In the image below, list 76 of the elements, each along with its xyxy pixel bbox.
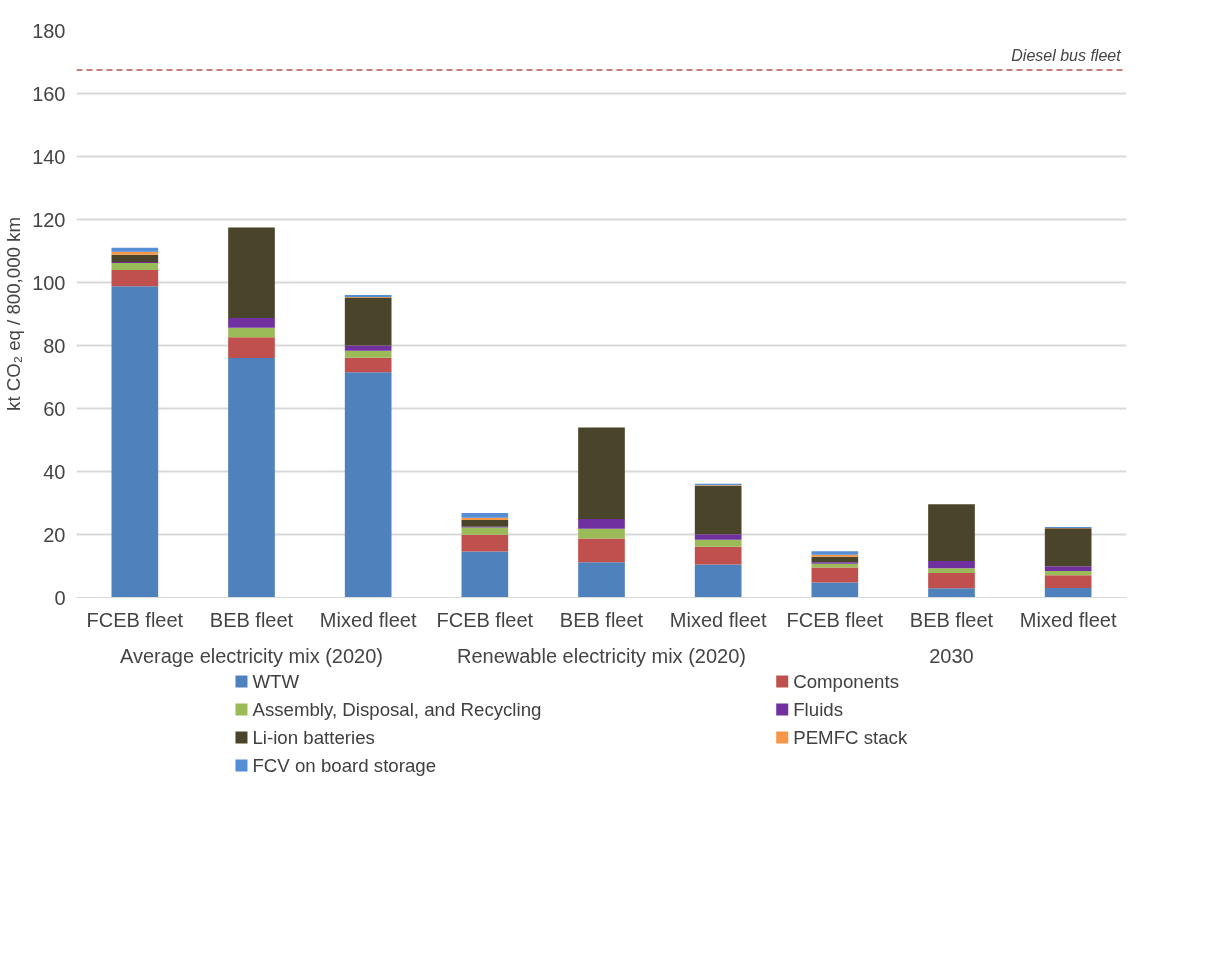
y-tick-label: 0 [54,586,66,609]
y-tick-label: 60 [43,397,66,420]
legend-label: Assembly, Disposal, and Recycling [252,699,542,720]
bar [111,262,159,270]
y-tick-label: 40 [43,460,66,483]
bar [928,588,975,598]
x-tick-label: BEB fleet [209,608,294,631]
bar [1044,571,1092,576]
bar [111,269,159,287]
legend-label: Li-ion batteries [252,727,375,748]
legend-label: Fluids [793,699,843,720]
bar [811,582,859,598]
bar [811,556,859,563]
bar [344,357,392,373]
bar [928,504,975,561]
bar [228,327,275,338]
bar [694,546,742,565]
x-tick-label: FCEB fleet [786,608,884,631]
bar [811,563,859,568]
bar [928,572,975,589]
x-tick-label: Mixed fleet [319,608,417,631]
bar [694,534,742,540]
x-tick-label: BEB fleet [559,608,644,631]
x-tick-label: FCEB fleet [436,608,534,631]
bar [694,485,742,535]
y-tick-label: 80 [43,334,66,357]
bar [578,528,625,539]
bar [694,564,742,598]
ref-line-label: Diesel bus fleet [1011,46,1122,64]
bar [1044,575,1092,589]
y-tick-label: 160 [32,82,66,105]
bar [1044,588,1092,598]
bar [111,286,159,598]
bar [811,567,859,583]
bar [578,519,625,529]
y-tick-label: 100 [32,271,66,294]
bar [228,318,275,328]
bar [1044,566,1092,572]
bar [228,337,275,359]
x-tick-label: Mixed fleet [669,608,767,631]
bar [928,568,975,573]
bar [344,297,392,346]
bar [111,247,159,252]
text: Renewable electricity mix (2020) [457,644,747,667]
bar [228,227,275,319]
y-tick-label: 140 [32,145,66,168]
bar [578,538,625,563]
bar [1044,528,1092,567]
bar [344,372,392,598]
bar [111,254,159,263]
text: Average electricity mix (2020) [119,644,384,667]
bar [578,562,625,598]
bar [578,427,625,520]
legend-label: WTW [252,671,300,692]
bar [344,345,392,351]
bar [928,560,975,569]
y-tick-label: 20 [43,523,66,546]
legend-label: FCV on board storage [252,755,437,776]
bar [694,539,742,547]
y-axis-title: kt CO₂ eq / 800,000 km [3,217,25,411]
bar [461,513,509,518]
text: 2030 [929,644,974,667]
x-tick-label: Mixed fleet [1019,608,1117,631]
bar [461,534,509,552]
y-tick-label: 180 [32,19,66,42]
bar [344,350,392,358]
legend-label: Components [793,671,899,692]
legend-label: PEMFC stack [793,727,908,748]
bar [461,527,509,535]
x-tick-label: BEB fleet [909,608,994,631]
x-tick-label: FCEB fleet [86,608,184,631]
bar [461,551,509,598]
bar [228,358,275,598]
bar [111,251,159,255]
bar [461,520,509,527]
y-tick-label: 120 [32,208,66,231]
